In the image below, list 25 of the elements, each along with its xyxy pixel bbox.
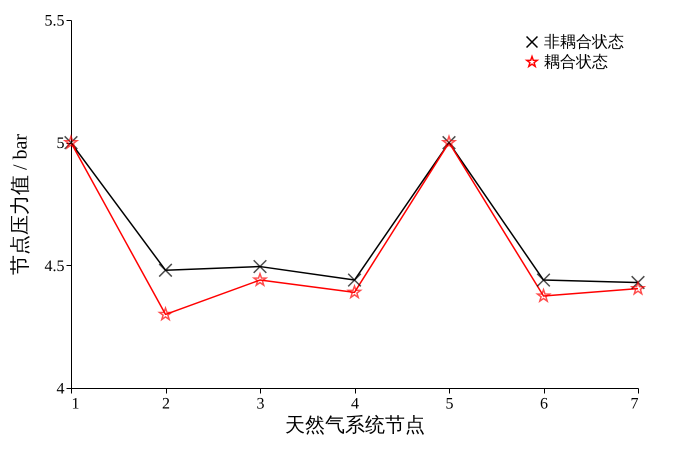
legend-label: 耦合状态 xyxy=(544,53,608,71)
x-axis-title: 天然气系统节点 xyxy=(285,414,425,436)
point xyxy=(253,272,267,286)
y-tick-label: 5.5 xyxy=(44,12,64,30)
point xyxy=(536,272,551,288)
x-tick-label: 3 xyxy=(256,396,264,412)
x-tick-label: 1 xyxy=(72,396,80,412)
x-tick-label: 6 xyxy=(540,396,548,412)
x-tick-label: 7 xyxy=(630,396,638,412)
x-tick-label: 4 xyxy=(351,396,359,412)
x-tick-label: 5 xyxy=(446,396,454,412)
x-tick-label: 2 xyxy=(162,396,170,412)
point xyxy=(252,259,268,274)
y-axis-title: 节点压力值 / bar xyxy=(10,134,32,276)
point xyxy=(347,272,362,288)
point xyxy=(348,285,362,298)
y-tick-label: 4 xyxy=(56,380,64,398)
point xyxy=(630,275,646,290)
y-tick-label: 4.5 xyxy=(44,258,64,275)
y-tick-label: 5 xyxy=(56,135,64,152)
point xyxy=(536,288,550,302)
point xyxy=(631,282,645,295)
point xyxy=(158,307,172,320)
point xyxy=(158,263,173,278)
legend-label: 非耦合状态 xyxy=(544,33,624,51)
